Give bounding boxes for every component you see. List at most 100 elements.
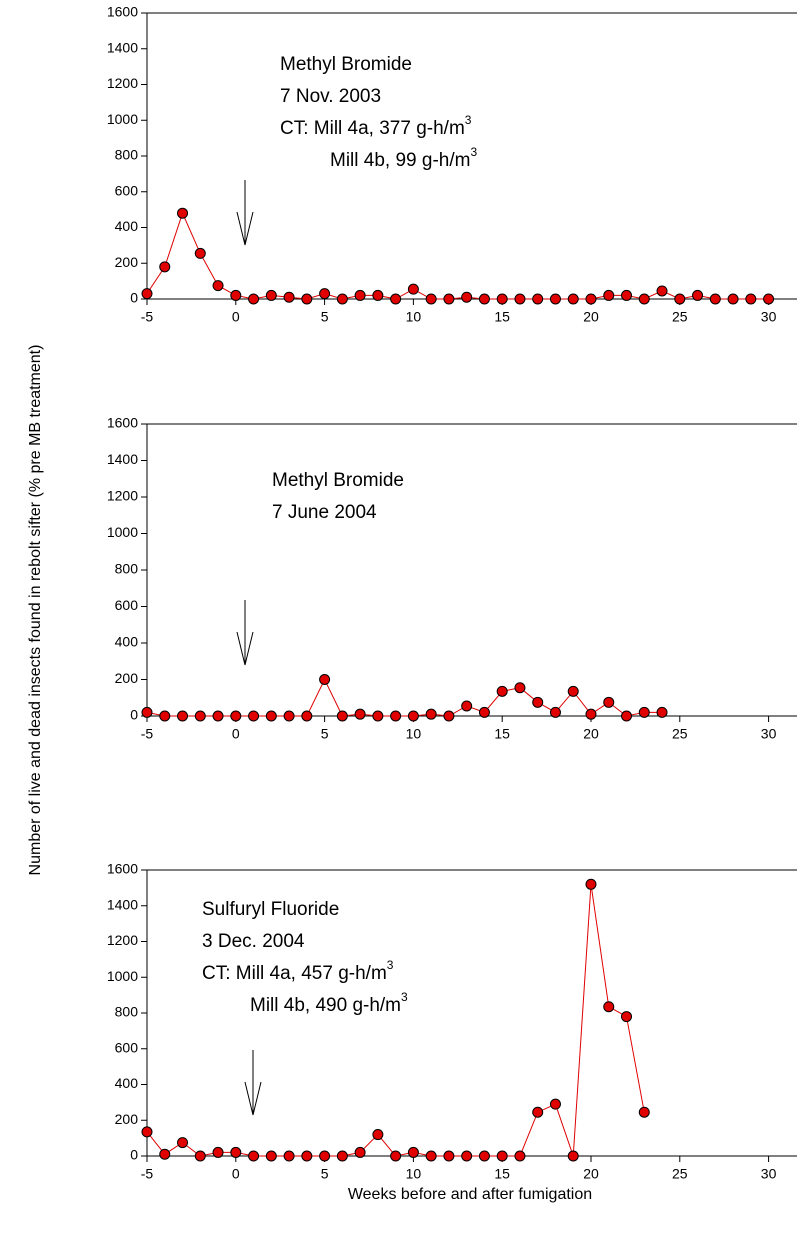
y-tick-label: 800 <box>115 561 139 577</box>
data-point <box>354 289 366 301</box>
data-point <box>621 289 633 301</box>
data-point <box>567 293 579 305</box>
data-point <box>248 293 260 305</box>
x-tick-label: 25 <box>672 726 688 742</box>
data-point <box>496 1150 508 1162</box>
y-tick-label: 200 <box>115 254 139 270</box>
data-point <box>407 1146 419 1158</box>
data-point <box>692 289 704 301</box>
data-point <box>390 1150 402 1162</box>
annotation-text: Mill 4b, 99 g-h/m <box>330 150 470 171</box>
y-tick-label: 0 <box>130 290 138 306</box>
data-point <box>177 710 189 722</box>
y-tick-label: 400 <box>115 218 139 234</box>
x-tick-label: 5 <box>321 1166 329 1182</box>
data-point <box>425 293 437 305</box>
annotation-text: CT: Mill 4a, 377 g-h/m <box>280 118 465 139</box>
data-point <box>656 706 668 718</box>
y-tick-label: 1400 <box>107 896 138 912</box>
data-point <box>177 1137 189 1149</box>
data-point <box>177 207 189 219</box>
x-tick-label: 25 <box>672 309 688 325</box>
arrows <box>236 180 262 1116</box>
x-tick-label: 0 <box>232 726 240 742</box>
data-point <box>496 685 508 697</box>
data-point <box>514 1150 526 1162</box>
arrow <box>236 180 254 246</box>
data-point <box>478 706 490 718</box>
data-point <box>141 706 153 718</box>
x-tick-label: 0 <box>232 1166 240 1182</box>
data-point <box>212 1146 224 1158</box>
x-tick-label: 10 <box>406 1166 422 1182</box>
series-line <box>146 678 663 717</box>
data-point <box>390 710 402 722</box>
data-point <box>549 1098 561 1110</box>
data-point <box>443 293 455 305</box>
annotation-sup: 3 <box>470 145 477 159</box>
data-point <box>638 293 650 305</box>
data-point <box>372 710 384 722</box>
data-point <box>425 1150 437 1162</box>
x-tick-label: 0 <box>232 309 240 325</box>
annotation-text: Methyl Bromide <box>280 54 412 75</box>
data-point <box>159 710 171 722</box>
data-point <box>301 293 313 305</box>
data-point <box>532 696 544 708</box>
annotation-sup: 3 <box>401 990 408 1004</box>
annotation: CT: Mill 4a, 377 g-h/m3 <box>280 113 472 139</box>
annotation: 7 June 2004 <box>272 502 377 523</box>
data-point <box>283 710 295 722</box>
data-point <box>532 293 544 305</box>
y-tick-label: 1200 <box>107 932 138 948</box>
y-tick-label: 400 <box>115 634 139 650</box>
annotation-text: 7 June 2004 <box>272 502 377 523</box>
data-point <box>372 1129 384 1141</box>
x-tick-label: 15 <box>494 726 510 742</box>
data-point <box>478 1150 490 1162</box>
data-point <box>212 710 224 722</box>
data-point <box>585 878 597 890</box>
x-tick-label: 25 <box>672 1166 688 1182</box>
x-tick-label: 20 <box>583 1166 599 1182</box>
y-tick-label: 800 <box>115 147 139 163</box>
data-point <box>585 708 597 720</box>
data-point <box>141 288 153 300</box>
data-point <box>425 708 437 720</box>
data-point <box>549 706 561 718</box>
data-point <box>514 293 526 305</box>
data-point <box>319 288 331 300</box>
data-point <box>532 1106 544 1118</box>
data-point <box>336 293 348 305</box>
arrow <box>244 1050 262 1116</box>
data-point <box>461 291 473 303</box>
data-point <box>283 1150 295 1162</box>
data-point <box>141 1126 153 1138</box>
y-tick-label: 200 <box>115 1111 139 1127</box>
y-axis-label: Number of live and dead insects found in… <box>27 345 44 876</box>
annotation: 3 Dec. 2004 <box>202 931 305 952</box>
data-point <box>194 247 206 259</box>
data-point <box>621 1011 633 1023</box>
data-point <box>461 700 473 712</box>
data-point <box>638 1106 650 1118</box>
annotation: Mill 4b, 99 g-h/m3 <box>330 145 477 171</box>
data-point <box>336 710 348 722</box>
x-tick-label: 30 <box>761 1166 777 1182</box>
x-tick-label: 10 <box>406 309 422 325</box>
y-tick-label: 0 <box>130 707 138 723</box>
series-line <box>146 884 645 1157</box>
y-tick-label: 1600 <box>107 861 138 877</box>
data-point <box>603 289 615 301</box>
x-tick-label: 30 <box>761 726 777 742</box>
y-tick-label: 200 <box>115 670 139 686</box>
data-point <box>248 1150 260 1162</box>
data-point <box>603 696 615 708</box>
x-tick-label: 30 <box>761 309 777 325</box>
data-point <box>638 706 650 718</box>
annotation-sup: 3 <box>387 958 394 972</box>
annotation: CT: Mill 4a, 457 g-h/m3 <box>202 958 394 984</box>
data-point <box>745 293 757 305</box>
y-tick-label: 1600 <box>107 4 138 20</box>
